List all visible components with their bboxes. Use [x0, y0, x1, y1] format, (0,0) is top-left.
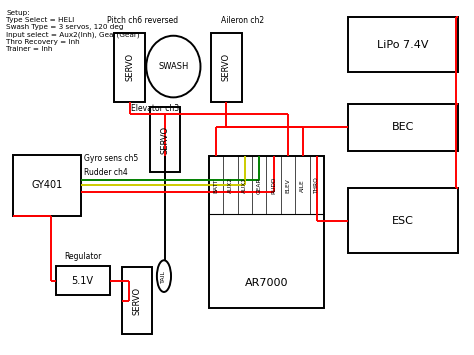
Text: SERVO: SERVO — [222, 53, 231, 82]
Text: Aileron ch2: Aileron ch2 — [220, 16, 264, 25]
Text: TAIL: TAIL — [162, 269, 166, 283]
FancyBboxPatch shape — [348, 104, 458, 151]
Text: THRO: THRO — [314, 177, 319, 194]
Text: SERVO: SERVO — [161, 126, 170, 154]
Ellipse shape — [157, 260, 171, 292]
FancyBboxPatch shape — [121, 267, 152, 334]
Text: AUX2: AUX2 — [228, 178, 233, 193]
FancyBboxPatch shape — [115, 33, 145, 102]
Text: Pitch ch6 reversed: Pitch ch6 reversed — [108, 16, 179, 25]
Text: AUX1: AUX1 — [242, 178, 247, 193]
Text: Regulator: Regulator — [64, 252, 101, 261]
FancyBboxPatch shape — [348, 188, 458, 253]
FancyBboxPatch shape — [211, 33, 242, 102]
Text: Setup:
Type Select = HELI
Swash Type = 3 servos, 120 deg
Input select = Aux2(Inh: Setup: Type Select = HELI Swash Type = 3… — [6, 10, 140, 52]
Text: GEAR: GEAR — [257, 177, 262, 194]
Text: LiPo 7.4V: LiPo 7.4V — [377, 39, 429, 50]
Text: ESC: ESC — [392, 215, 414, 226]
Text: 5.1V: 5.1V — [72, 275, 94, 285]
Text: AR7000: AR7000 — [245, 278, 288, 288]
Text: BEC: BEC — [392, 122, 414, 132]
Text: BATT: BATT — [213, 178, 219, 193]
Text: Gyro sens ch5: Gyro sens ch5 — [84, 154, 138, 163]
Text: GY401: GY401 — [32, 180, 63, 190]
Text: SWASH: SWASH — [158, 62, 189, 71]
Text: AILE: AILE — [300, 179, 305, 192]
Text: ELEV: ELEV — [286, 178, 291, 193]
Text: RUDD: RUDD — [271, 177, 276, 194]
FancyBboxPatch shape — [150, 107, 181, 172]
FancyBboxPatch shape — [209, 156, 324, 308]
Ellipse shape — [146, 36, 201, 97]
Text: Rudder ch4: Rudder ch4 — [84, 168, 128, 177]
Text: Elevator ch3: Elevator ch3 — [131, 104, 179, 113]
FancyBboxPatch shape — [348, 17, 458, 72]
FancyBboxPatch shape — [55, 266, 110, 295]
FancyBboxPatch shape — [13, 155, 82, 216]
Text: SERVO: SERVO — [125, 53, 134, 82]
Text: SERVO: SERVO — [132, 287, 141, 315]
